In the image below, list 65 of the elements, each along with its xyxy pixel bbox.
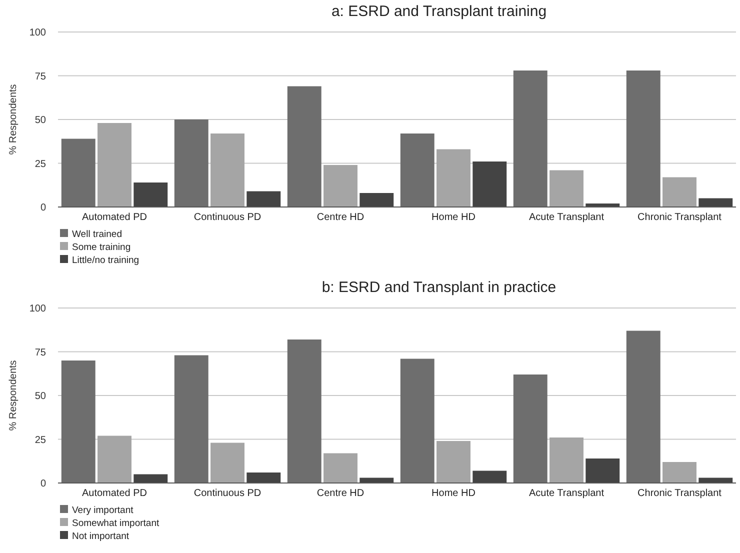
x-tick-label: Home HD xyxy=(432,212,476,223)
bar xyxy=(174,120,208,207)
x-tick-label: Continuous PD xyxy=(194,488,262,499)
bar xyxy=(174,355,208,483)
y-tick-label: 75 xyxy=(34,347,46,358)
x-tick-label: Acute Transplant xyxy=(528,212,604,223)
bar xyxy=(210,442,244,483)
legend-label: Very important xyxy=(72,505,134,516)
y-tick-label: 0 xyxy=(40,202,46,214)
legend-label: Not important xyxy=(72,531,130,542)
bar xyxy=(287,340,322,483)
x-tick-label: Continuous PD xyxy=(194,212,262,223)
x-tick-label: Automated PD xyxy=(82,488,148,499)
bar xyxy=(324,165,358,207)
bar xyxy=(550,438,584,483)
x-tick-label: Automated PD xyxy=(82,212,148,223)
y-tick-label: 50 xyxy=(34,115,46,126)
bar xyxy=(662,177,696,207)
bar xyxy=(586,458,620,483)
bar xyxy=(513,374,548,483)
y-tick-label: 75 xyxy=(34,71,46,82)
y-tick-label: 25 xyxy=(34,434,46,446)
bar xyxy=(626,70,660,207)
bar xyxy=(210,134,244,207)
x-tick-label: Acute Transplant xyxy=(528,488,604,499)
bar xyxy=(134,182,168,207)
y-tick-label: 0 xyxy=(40,478,46,490)
chart-title: a: ESRD and Transplant training xyxy=(331,3,547,20)
bar xyxy=(513,70,548,207)
bar xyxy=(400,358,434,483)
x-tick-label: Centre HD xyxy=(316,488,364,499)
bar xyxy=(98,436,132,483)
y-tick-label: 100 xyxy=(29,304,46,314)
x-tick-label: Chronic Transplant xyxy=(638,488,722,499)
bar xyxy=(98,123,132,207)
x-tick-label: Centre HD xyxy=(316,212,364,223)
bar xyxy=(662,462,696,483)
legend-label: Somewhat important xyxy=(72,518,160,529)
bar xyxy=(246,472,281,483)
legend-label: Little/no training xyxy=(72,255,140,266)
bar xyxy=(436,441,470,483)
bar xyxy=(360,193,394,207)
bar xyxy=(472,162,507,207)
x-tick-label: Home HD xyxy=(432,488,476,499)
y-tick-label: 100 xyxy=(29,28,46,38)
bar xyxy=(324,453,358,483)
bar xyxy=(61,138,96,207)
bar xyxy=(400,134,434,207)
bar xyxy=(246,191,281,207)
chart-title: b: ESRD and Transplant in practice xyxy=(322,279,556,296)
bar xyxy=(550,170,584,207)
bar xyxy=(698,198,733,207)
y-axis-title: % Respondents xyxy=(8,84,19,155)
legend-label: Some training xyxy=(72,242,131,253)
y-axis-title: % Respondents xyxy=(8,360,19,431)
x-tick-label: Chronic Transplant xyxy=(638,212,722,223)
bar xyxy=(61,360,96,483)
legend-label: Well trained xyxy=(72,229,122,240)
bar xyxy=(436,149,470,207)
bar xyxy=(472,470,507,483)
bar xyxy=(626,330,660,483)
y-tick-label: 50 xyxy=(34,391,46,402)
bar xyxy=(287,86,322,207)
y-tick-label: 25 xyxy=(34,158,46,170)
bar xyxy=(134,474,168,483)
